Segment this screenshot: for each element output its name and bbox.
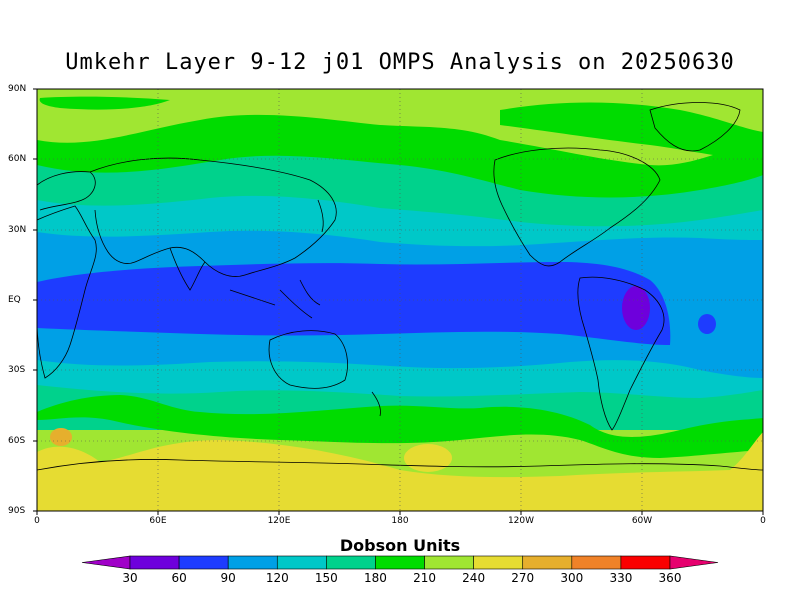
amazon-max [622, 286, 650, 330]
atlantic-blue-spot [698, 314, 716, 334]
colorbar-title: Dobson Units [339, 536, 461, 555]
lon-label-120w: 120W [507, 516, 535, 526]
grid-lines [37, 89, 763, 511]
map-title: Umkehr Layer 9-12 j01 OMPS Analysis on 2… [65, 50, 735, 75]
lat-label-30s: 30S [8, 365, 26, 375]
band-north-green-top [39, 96, 170, 110]
lat-label-60n: 60N [8, 154, 27, 164]
pacific-yellow-blob [404, 444, 452, 472]
colorbar-tick-label: 330 [609, 571, 633, 585]
colorbar-tick-label: 150 [314, 571, 338, 585]
colorbar-tick-label: 60 [171, 571, 187, 585]
lon-label-0-end: 0 [760, 516, 766, 526]
coastlines [37, 102, 763, 471]
lat-label-30n: 30N [8, 225, 27, 235]
colorbar-tick-label: 240 [462, 571, 486, 585]
south-atlantic-orange-spot [50, 428, 72, 446]
lat-label-90n: 90N [8, 84, 27, 94]
lat-label-60s: 60S [8, 436, 26, 446]
colorbar-tick-label: 120 [265, 571, 289, 585]
lat-label-eq: EQ [8, 295, 21, 305]
lon-label-0: 0 [34, 516, 40, 526]
band-north-green-top2 [500, 102, 763, 160]
band-equatorial-blue [37, 262, 671, 345]
colorbar-tick-label: 180 [364, 571, 387, 585]
lon-label-60w: 60W [631, 516, 653, 526]
lon-label-60e: 60E [149, 516, 167, 526]
lon-label-120e: 120E [267, 516, 291, 526]
colorbar-tick-label: 90 [220, 571, 236, 585]
colorbar-tick-label: 270 [511, 571, 535, 585]
axis-ticks [33, 88, 764, 515]
colorbar-tick-label: 210 [413, 571, 436, 585]
colorbar-tick-label: 360 [658, 571, 682, 585]
lon-label-180: 180 [391, 516, 409, 526]
colorbar-tick-label: 30 [122, 571, 138, 585]
lat-label-90s: 90S [8, 506, 26, 516]
band-south-green [37, 395, 763, 458]
colorbar-tick-label: 300 [560, 571, 584, 585]
band-antarctic-yellow [37, 432, 763, 511]
